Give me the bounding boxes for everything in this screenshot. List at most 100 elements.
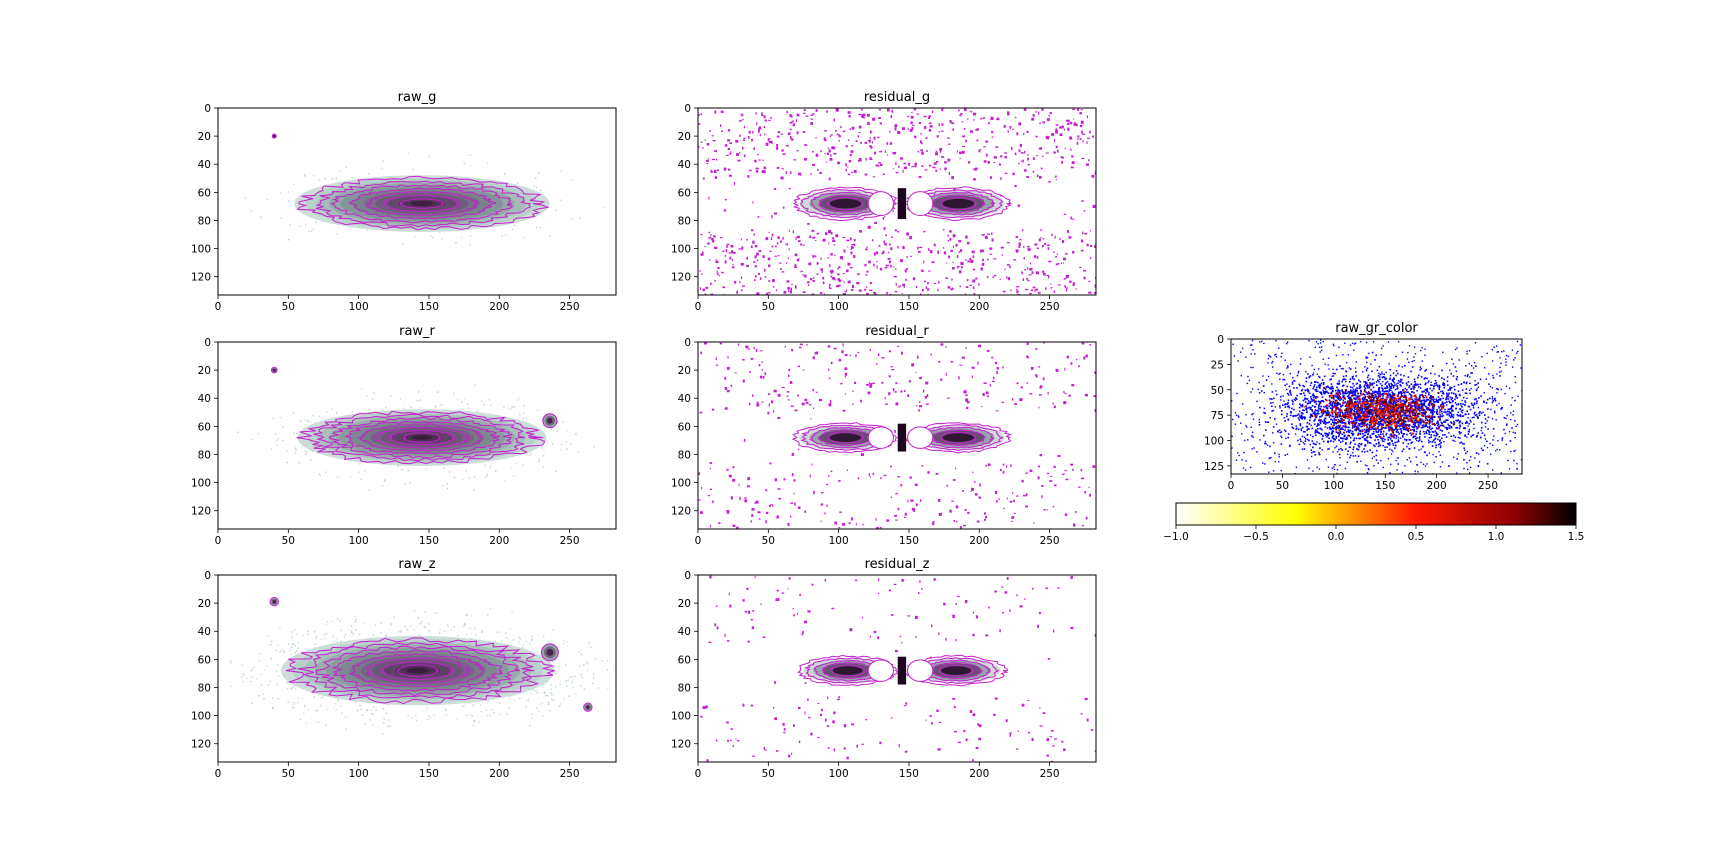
panel-title: raw_z <box>398 557 435 572</box>
residual-speckle <box>1024 150 1026 154</box>
residual-speckle <box>866 270 869 273</box>
residual-speckle <box>721 271 724 274</box>
halo-pixel <box>336 618 339 620</box>
scatter-point <box>1355 371 1357 373</box>
residual-speckle <box>1014 116 1017 119</box>
scatter-point <box>1403 364 1406 367</box>
scatter-point <box>1352 392 1354 395</box>
residual-speckle <box>989 176 993 179</box>
halo-pixel <box>314 720 316 723</box>
halo-pixel <box>297 647 299 650</box>
scatter-point <box>1389 368 1392 371</box>
x-tick-label: 250 <box>560 768 580 780</box>
scatter-point <box>1364 388 1366 391</box>
scatter-point <box>1377 423 1379 425</box>
residual-speckle <box>995 490 998 495</box>
scatter-point <box>1425 389 1427 392</box>
residual-speckle <box>994 590 997 593</box>
scatter-point <box>1411 441 1413 444</box>
halo-pixel <box>414 235 416 238</box>
scatter-point <box>1364 445 1366 447</box>
halo-pixel <box>445 714 448 716</box>
scatter-point <box>1258 391 1261 394</box>
scatter-point <box>1279 405 1281 407</box>
residual-speckle <box>899 285 902 287</box>
halo-pixel <box>543 449 545 451</box>
residual-speckle <box>951 500 954 502</box>
residual-speckle <box>732 251 736 254</box>
residual-speckle <box>837 133 839 135</box>
residual-speckle <box>812 254 815 258</box>
halo-pixel <box>504 480 506 482</box>
residual-speckle <box>1046 509 1048 511</box>
residual-speckle <box>960 261 964 265</box>
halo-pixel <box>539 189 542 192</box>
halo-pixel <box>554 673 556 675</box>
halo-pixel <box>400 630 402 632</box>
residual-speckle <box>786 110 788 114</box>
residual-speckle <box>751 514 754 517</box>
scatter-point <box>1331 403 1333 406</box>
y-tick-label: 60 <box>678 421 691 433</box>
scatter-point <box>1374 421 1377 423</box>
halo-pixel <box>296 633 298 635</box>
residual-speckle <box>763 268 766 272</box>
scatter-point <box>1422 415 1425 417</box>
scatter-point <box>1379 444 1382 447</box>
residual-speckle <box>901 351 903 355</box>
halo-pixel <box>474 384 476 387</box>
scatter-point <box>1311 440 1314 442</box>
scatter-point <box>1437 400 1439 402</box>
residual-speckle <box>827 696 829 700</box>
halo-pixel <box>354 620 357 623</box>
scatter-point <box>1304 397 1306 400</box>
scatter-point <box>1351 427 1354 429</box>
halo-pixel <box>571 682 574 684</box>
scatter-point <box>1348 426 1350 429</box>
residual-speckle <box>847 262 851 266</box>
halo-pixel <box>291 643 294 645</box>
halo-pixel <box>312 175 315 177</box>
residual-speckle <box>1024 268 1027 271</box>
residual-speckle <box>855 354 857 358</box>
scatter-point <box>1357 423 1360 425</box>
residual-speckle <box>773 706 775 709</box>
halo-pixel <box>287 191 290 193</box>
scatter-point <box>1467 430 1470 433</box>
halo-pixel <box>368 173 370 175</box>
scatter-point <box>1514 419 1516 422</box>
residual-speckle <box>724 408 726 410</box>
residual-speckle <box>895 268 897 270</box>
residual-speckle <box>754 244 758 248</box>
x-tick-label: 100 <box>349 301 369 313</box>
halo-pixel <box>407 714 409 717</box>
residual-speckle <box>1011 128 1014 130</box>
residual-speckle <box>932 522 935 526</box>
residual-speckle <box>970 487 974 491</box>
residual-speckle <box>714 176 718 179</box>
residual-speckle <box>1081 157 1085 160</box>
halo-pixel <box>401 469 403 471</box>
scatter-point <box>1344 405 1347 407</box>
residual-speckle <box>1075 359 1078 361</box>
residual-speckle <box>1076 138 1080 140</box>
residual-speckle <box>741 263 744 266</box>
scatter-point <box>1302 412 1304 415</box>
residual-speckle <box>1057 284 1061 286</box>
residual-speckle <box>972 633 975 637</box>
residual-speckle <box>907 128 910 130</box>
residual-speckle <box>1065 119 1069 122</box>
scatter-point <box>1442 393 1445 395</box>
residual-speckle <box>869 475 871 478</box>
scatter-point <box>1403 438 1406 441</box>
residual-speckle <box>761 401 764 403</box>
halo-pixel <box>529 451 531 453</box>
residual-speckle <box>930 353 932 356</box>
residual-speckle <box>1039 725 1043 727</box>
scatter-point <box>1422 424 1425 426</box>
scatter-point <box>1348 423 1351 425</box>
scatter-point <box>1338 398 1340 400</box>
residual-speckle <box>784 345 786 348</box>
scatter-point <box>1318 404 1321 406</box>
scatter-point <box>1379 391 1381 394</box>
